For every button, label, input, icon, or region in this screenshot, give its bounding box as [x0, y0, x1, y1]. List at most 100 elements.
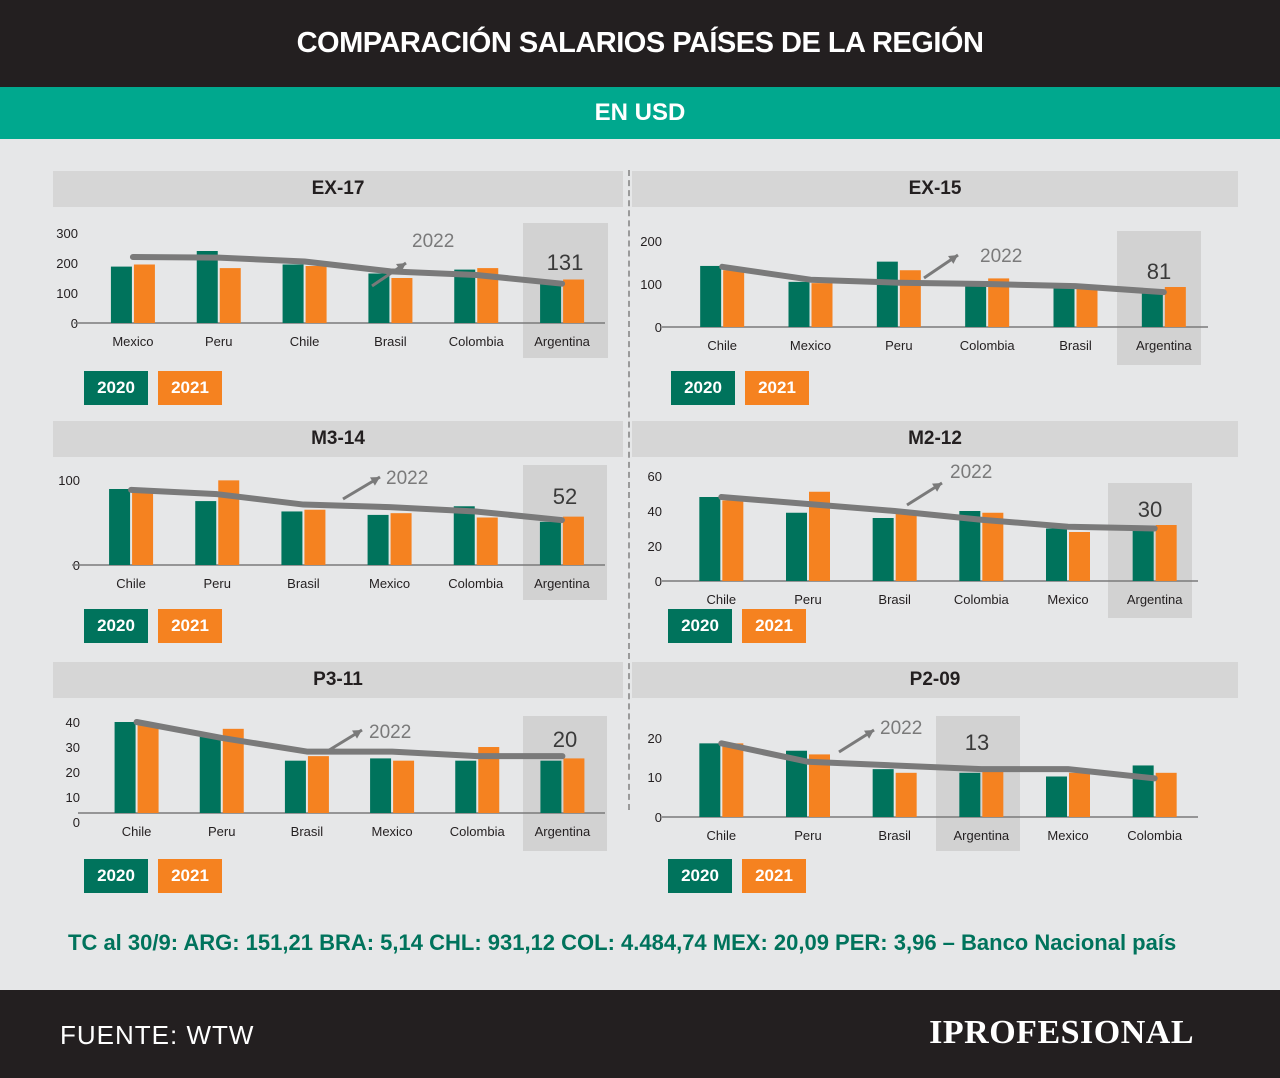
legend-2021: 2021 [742, 859, 806, 893]
legend-p311: 2020 2021 [84, 859, 222, 893]
y-tick-label: 60 [648, 469, 662, 484]
bar-2020 [367, 514, 389, 565]
bar-2020 [1046, 528, 1067, 581]
bar-2021 [809, 754, 830, 817]
bar-2020 [788, 281, 810, 327]
bar-2020 [872, 769, 894, 817]
legend-2021: 2021 [742, 609, 806, 643]
bar-2021 [218, 480, 240, 565]
exchange-rate-note: TC al 30/9: ARG: 151,21 BRA: 5,14 CHL: 9… [68, 930, 1177, 955]
bar-2020 [872, 518, 894, 581]
panel-title-p209: P2-09 [632, 662, 1238, 698]
bar-2021 [478, 747, 500, 813]
bar-2021 [307, 756, 329, 813]
category-label: Brasil [878, 592, 911, 607]
header-bar: COMPARACIÓN SALARIOS PAÍSES DE LA REGIÓN [0, 0, 1280, 87]
bar-2021 [1155, 772, 1177, 817]
brand-logo: IPROFESIONAL [929, 1014, 1194, 1051]
bar-2021 [219, 268, 241, 323]
bar-2020 [786, 750, 807, 817]
legend-2020: 2020 [84, 859, 148, 893]
bar-2021 [895, 512, 917, 581]
bar-2021 [132, 490, 154, 565]
legend-m314: 2020 2021 [84, 609, 222, 643]
category-label: Chile [707, 828, 737, 843]
bar-2020 [540, 760, 562, 813]
category-label: Chile [116, 576, 146, 591]
arrowhead-2022 [396, 263, 406, 272]
y-tick-label: 0 [655, 810, 662, 825]
category-label: Brasil [1059, 338, 1092, 353]
y-tick-label: 10 [66, 790, 80, 805]
legend-2020: 2020 [668, 859, 732, 893]
category-label: Mexico [369, 576, 410, 591]
series-label-2022: 2022 [980, 246, 1022, 267]
bar-2021 [563, 758, 585, 813]
category-label: Mexico [1047, 592, 1088, 607]
bar-2020 [454, 269, 476, 323]
bar-2021 [811, 283, 833, 327]
bar-2021 [563, 279, 585, 323]
bar-2021 [982, 769, 1004, 817]
series-label-2022: 2022 [880, 718, 922, 739]
y-tick-label: 20 [648, 539, 662, 554]
bar-2020 [699, 743, 721, 817]
bar-2020 [370, 758, 392, 813]
bar-2020 [1046, 776, 1067, 817]
bar-2020 [196, 251, 218, 323]
category-label: Chile [707, 592, 737, 607]
bar-2020 [876, 261, 898, 327]
series-label-2022: 2022 [386, 468, 428, 489]
panel-title-p311: P3-11 [53, 662, 623, 698]
bar-2020 [195, 501, 217, 565]
arrowhead-2022 [864, 730, 874, 739]
bar-2021 [222, 728, 244, 813]
y-tick-label: 0 [73, 815, 80, 830]
arrowhead-2022 [948, 255, 958, 264]
legend-2021: 2021 [745, 371, 809, 405]
bar-2021 [133, 264, 155, 323]
bar-2021 [393, 760, 415, 813]
highlight-value-label: 131 [547, 250, 584, 275]
category-label: Argentina [534, 576, 590, 591]
bar-2021 [304, 509, 326, 565]
y-tick-label: 0 [655, 320, 662, 335]
bar-2021 [391, 278, 413, 323]
bar-2020 [540, 284, 562, 323]
bar-2020 [1132, 765, 1154, 817]
bar-2020 [453, 506, 475, 565]
y-tick-label: 0 [655, 574, 662, 589]
y-tick-label: 200 [56, 256, 78, 271]
category-label: Peru [205, 334, 232, 349]
series-label-2022: 2022 [412, 231, 454, 252]
bar-2020 [700, 265, 722, 327]
bar-2021 [1069, 772, 1090, 817]
arrowhead-2022 [932, 483, 942, 492]
page-title: COMPARACIÓN SALARIOS PAÍSES DE LA REGIÓN [296, 27, 984, 59]
category-label: Peru [885, 338, 912, 353]
bar-2021 [895, 772, 917, 817]
category-label: Colombia [954, 592, 1010, 607]
bar-2021 [562, 516, 584, 565]
category-label: Mexico [790, 338, 831, 353]
bar-2020 [699, 497, 721, 581]
bar-2020 [1132, 530, 1154, 581]
category-label: Brasil [374, 334, 407, 349]
arrowhead-2022 [370, 477, 380, 486]
bar-2020 [284, 760, 306, 813]
bar-2020 [199, 735, 221, 813]
footer-bar: FUENTE: WTW IPROFESIONAL [0, 990, 1280, 1078]
category-label: Colombia [1127, 828, 1183, 843]
bar-2020 [109, 489, 131, 565]
category-label: Argentina [1127, 592, 1183, 607]
legend-ex15: 2020 2021 [671, 371, 809, 405]
y-tick-label: 20 [648, 731, 662, 746]
category-label: Mexico [112, 334, 153, 349]
category-label: Colombia [960, 338, 1016, 353]
y-tick-label: 100 [58, 473, 80, 488]
legend-2021: 2021 [158, 609, 222, 643]
bar-2020 [959, 511, 981, 581]
